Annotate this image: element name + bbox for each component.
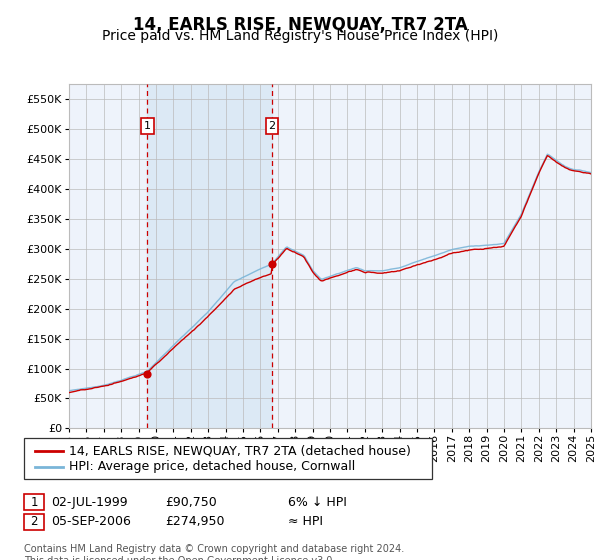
Text: 05-SEP-2006: 05-SEP-2006 [51,515,131,529]
Text: £90,750: £90,750 [165,496,217,509]
Text: 1: 1 [31,496,38,509]
Point [267,259,277,268]
Text: Price paid vs. HM Land Registry's House Price Index (HPI): Price paid vs. HM Land Registry's House … [102,29,498,43]
Text: 14, EARLS RISE, NEWQUAY, TR7 2TA (detached house): 14, EARLS RISE, NEWQUAY, TR7 2TA (detach… [69,444,411,457]
Bar [147,84,272,428]
Text: HPI: Average price, detached house, Cornwall: HPI: Average price, detached house, Corn… [69,460,355,473]
Text: 1: 1 [144,121,151,131]
Text: Contains HM Land Registry data © Crown copyright and database right 2024.
This d: Contains HM Land Registry data © Crown c… [24,544,404,560]
Text: 2: 2 [268,121,275,131]
Text: 2: 2 [31,515,38,529]
Text: £274,950: £274,950 [165,515,224,529]
Point [142,370,152,379]
Text: 14, EARLS RISE, NEWQUAY, TR7 2TA: 14, EARLS RISE, NEWQUAY, TR7 2TA [133,16,467,34]
Text: 02-JUL-1999: 02-JUL-1999 [51,496,128,509]
Text: 6% ↓ HPI: 6% ↓ HPI [288,496,347,509]
Text: ≈ HPI: ≈ HPI [288,515,323,529]
